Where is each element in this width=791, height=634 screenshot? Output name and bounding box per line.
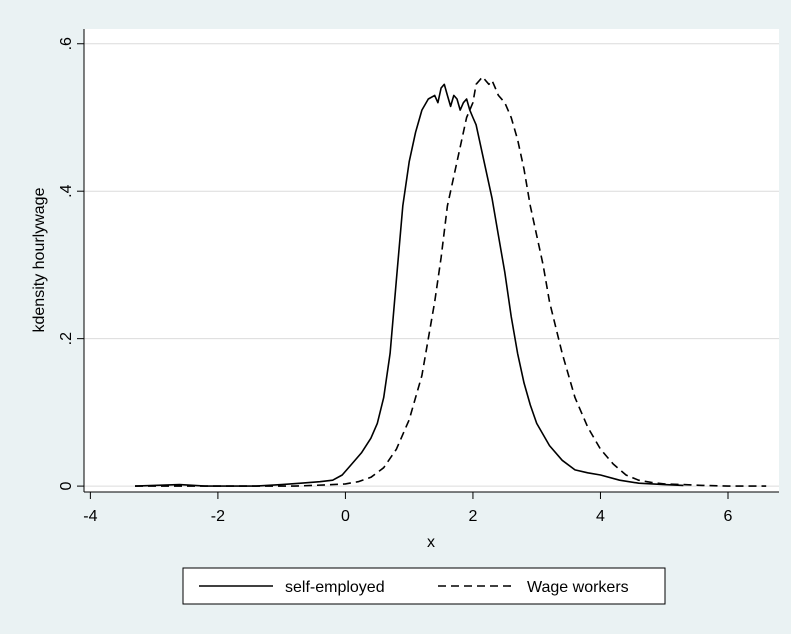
y-tick-label: 0	[58, 482, 75, 491]
plot-area	[84, 29, 779, 492]
legend-label-self-employed: self-employed	[285, 579, 385, 596]
x-tick-label: 6	[724, 508, 733, 525]
y-axis-label: kdensity hourlywage	[31, 187, 48, 332]
x-axis-label: x	[427, 534, 435, 551]
series-lines	[134, 76, 767, 487]
y-tick-label: .6	[58, 37, 75, 50]
legend: self-employed Wage workers	[182, 567, 666, 605]
x-tick-label: 2	[468, 508, 477, 525]
series-line-wage-workers	[135, 76, 767, 487]
x-tick-label: -4	[83, 508, 97, 525]
x-tick-label: 4	[596, 508, 605, 525]
x-tick-label: -2	[211, 508, 225, 525]
axes: 0 .2 .4 .6 -4 -2 0 2 4 6	[58, 29, 779, 525]
y-tick-label: .4	[58, 184, 75, 197]
x-tick-label: 0	[341, 508, 350, 525]
y-tick-label: .2	[58, 332, 75, 345]
legend-label-wage-workers: Wage workers	[527, 579, 629, 596]
series-line-self-employed	[134, 83, 684, 487]
gridlines	[84, 43, 779, 487]
